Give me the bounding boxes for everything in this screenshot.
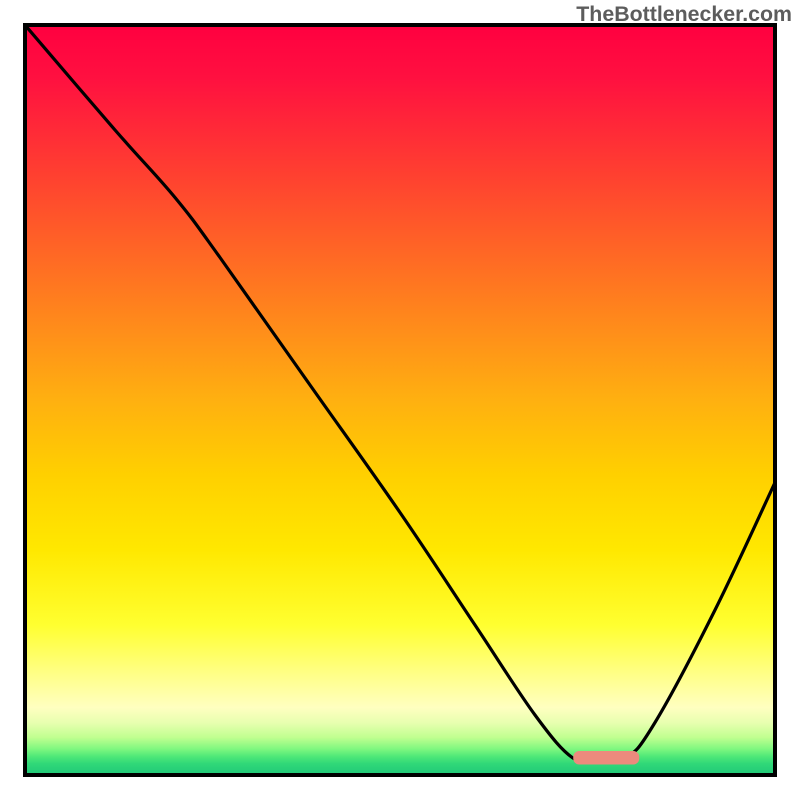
gradient-background — [25, 25, 775, 775]
watermark-text: TheBottlenecker.com — [576, 2, 792, 27]
optimal-range-marker — [573, 751, 639, 765]
chart-container: TheBottlenecker.com — [0, 0, 800, 800]
bottleneck-chart — [0, 0, 800, 800]
